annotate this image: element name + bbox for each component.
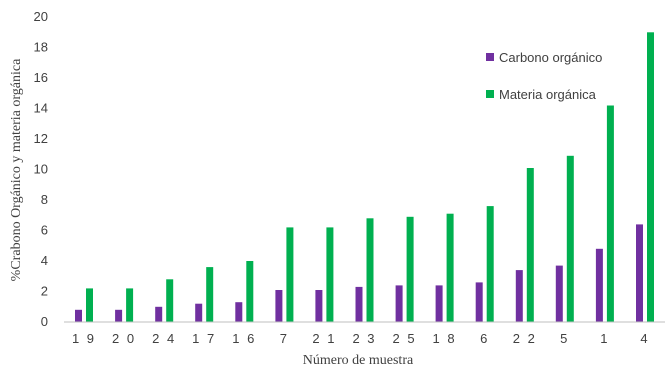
x-tick-label: 5 bbox=[560, 331, 569, 346]
y-tick-label: 2 bbox=[41, 284, 48, 299]
x-tick-label: 1 6 bbox=[232, 331, 256, 346]
y-tick-label: 6 bbox=[41, 223, 48, 238]
y-tick-label: 20 bbox=[34, 9, 48, 24]
x-tick-label: 2 3 bbox=[352, 331, 376, 346]
legend-swatch-1 bbox=[486, 90, 494, 98]
y-tick-label: 10 bbox=[34, 162, 48, 177]
y-tick-label: 16 bbox=[34, 70, 48, 85]
bar-materia-18 bbox=[446, 213, 454, 322]
x-tick-label: 2 0 bbox=[112, 331, 136, 346]
x-tick-label: 2 2 bbox=[513, 331, 537, 346]
bars bbox=[75, 32, 654, 323]
legend-label-0: Carbono orgánico bbox=[499, 50, 602, 65]
x-tick-label: 1 8 bbox=[433, 331, 457, 346]
bar-carbono-20 bbox=[115, 309, 123, 322]
y-tick-label: 4 bbox=[41, 253, 48, 268]
x-tick-label: 6 bbox=[480, 331, 489, 346]
x-tick-label: 4 bbox=[640, 331, 649, 346]
bar-carbono-19 bbox=[75, 309, 82, 322]
bar-carbono-21 bbox=[315, 290, 323, 322]
bar-carbono-25 bbox=[395, 285, 403, 322]
bar-carbono-1 bbox=[595, 248, 603, 322]
bar-materia-1 bbox=[606, 105, 614, 322]
bar-materia-21 bbox=[326, 227, 334, 322]
y-tick-label: 0 bbox=[41, 314, 48, 329]
x-tick-label: 1 bbox=[600, 331, 609, 346]
x-tick-label: 1 7 bbox=[192, 331, 216, 346]
y-tick-label: 18 bbox=[34, 40, 48, 55]
legend-swatch-0 bbox=[486, 53, 494, 61]
x-tick-label: 2 5 bbox=[393, 331, 417, 346]
bar-materia-16 bbox=[246, 261, 254, 322]
legend: Carbono orgánico Materia orgánica bbox=[486, 50, 602, 102]
x-tick-label: 7 bbox=[280, 331, 289, 346]
x-tick-label: 1 9 bbox=[72, 331, 96, 346]
bar-carbono-24 bbox=[155, 306, 163, 323]
bar-materia-4 bbox=[647, 32, 654, 323]
bar-materia-19 bbox=[86, 288, 93, 322]
bar-carbono-5 bbox=[555, 265, 563, 322]
bar-carbono-7 bbox=[275, 290, 283, 322]
y-axis-ticks: 0 2 4 6 8 10 12 14 16 18 20 bbox=[34, 9, 48, 329]
bar-carbono-4 bbox=[636, 224, 643, 322]
bar-carbono-6 bbox=[475, 282, 483, 322]
y-tick-label: 14 bbox=[34, 101, 48, 116]
bar-carbono-23 bbox=[355, 286, 363, 322]
bar-materia-23 bbox=[366, 218, 374, 322]
bar-materia-7 bbox=[286, 227, 294, 322]
bar-materia-6 bbox=[486, 206, 494, 322]
bar-materia-24 bbox=[166, 279, 174, 322]
bar-materia-20 bbox=[126, 288, 134, 322]
bar-carbono-17 bbox=[195, 303, 203, 322]
x-axis-title: Número de muestra bbox=[303, 353, 414, 368]
bar-materia-17 bbox=[206, 267, 214, 322]
bar-carbono-16 bbox=[235, 302, 243, 322]
bar-carbono-22 bbox=[515, 270, 523, 322]
x-tick-label: 2 4 bbox=[152, 331, 176, 346]
y-tick-label: 8 bbox=[41, 192, 48, 207]
x-tick-label: 2 1 bbox=[312, 331, 336, 346]
bar-materia-5 bbox=[566, 155, 574, 322]
bar-carbono-18 bbox=[435, 285, 443, 322]
y-tick-label: 12 bbox=[34, 131, 48, 146]
bar-materia-25 bbox=[406, 216, 414, 322]
y-axis-title: %Crabono Orgánico y materia orgánica bbox=[9, 58, 24, 281]
x-axis-ticks: 1 9 2 0 2 4 1 7 1 6 7 2 1 2 3 2 5 1 8 6 2 2 5 1 4 bbox=[72, 331, 649, 346]
legend-label-1: Materia orgánica bbox=[499, 87, 597, 102]
bar-materia-22 bbox=[526, 168, 534, 322]
